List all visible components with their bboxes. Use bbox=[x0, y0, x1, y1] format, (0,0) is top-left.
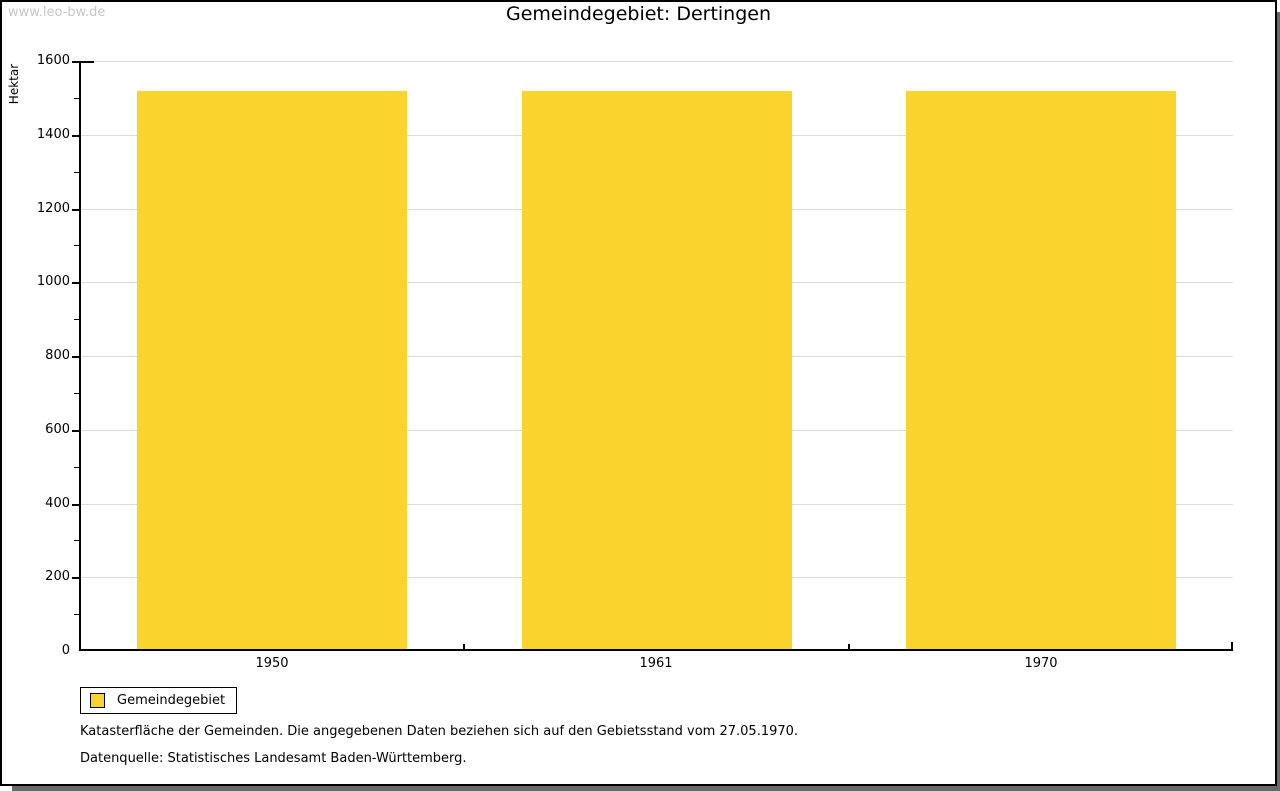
y-minor-tick bbox=[74, 540, 79, 541]
x-tick-label: 1950 bbox=[255, 656, 289, 671]
frame-shadow-right bbox=[1277, 12, 1280, 791]
x-tick-label: 1961 bbox=[639, 656, 673, 671]
y-minor-tick bbox=[74, 393, 79, 394]
y-tick-label: 1000 bbox=[36, 274, 70, 289]
chart-title: Gemeindegebiet: Dertingen bbox=[505, 3, 772, 25]
y-major-tick bbox=[72, 577, 79, 579]
y-tick-label: 400 bbox=[45, 496, 70, 511]
y-axis-line bbox=[79, 61, 81, 651]
bar bbox=[522, 91, 792, 651]
x-axis-line bbox=[79, 649, 1233, 651]
y-minor-tick bbox=[74, 467, 79, 468]
watermark: www.leo-bw.de bbox=[8, 5, 106, 20]
y-major-tick bbox=[72, 430, 79, 432]
x-boundary-tick bbox=[848, 644, 850, 649]
y-tick-label: 800 bbox=[45, 348, 70, 363]
footnote-description: Katasterfläche der Gemeinden. Die angege… bbox=[80, 724, 799, 739]
x-tick-label: 1970 bbox=[1024, 656, 1058, 671]
footnote-source: Datenquelle: Statistisches Landesamt Bad… bbox=[80, 751, 467, 766]
y-minor-tick bbox=[74, 614, 79, 615]
y-tick-label: 1400 bbox=[36, 127, 70, 142]
y-minor-tick bbox=[74, 319, 79, 320]
y-tick-label: 200 bbox=[45, 569, 70, 584]
y-major-tick bbox=[72, 61, 79, 63]
y-tick-label: 1200 bbox=[36, 201, 70, 216]
bar bbox=[137, 91, 407, 651]
legend-label: Gemeindegebiet bbox=[117, 693, 226, 708]
legend-swatch-icon bbox=[90, 693, 105, 708]
y-axis-top-cap bbox=[80, 61, 94, 63]
y-minor-tick bbox=[74, 98, 79, 99]
y-minor-tick bbox=[74, 245, 79, 246]
y-tick-label: 0 bbox=[61, 643, 70, 658]
x-boundary-tick bbox=[463, 644, 465, 649]
y-major-tick bbox=[72, 282, 79, 284]
y-tick-label: 1600 bbox=[36, 53, 70, 68]
y-minor-tick bbox=[74, 172, 79, 173]
y-major-tick bbox=[72, 356, 79, 358]
y-tick-label: 600 bbox=[45, 422, 70, 437]
y-major-tick bbox=[72, 504, 79, 506]
y-major-tick bbox=[72, 209, 79, 211]
bar bbox=[906, 91, 1176, 651]
y-major-tick bbox=[72, 135, 79, 137]
x-axis-end-cap bbox=[1231, 642, 1233, 649]
frame-shadow-bottom bbox=[12, 786, 1280, 791]
y-gridline bbox=[81, 61, 1233, 62]
legend-box: Gemeindegebiet bbox=[80, 687, 238, 714]
